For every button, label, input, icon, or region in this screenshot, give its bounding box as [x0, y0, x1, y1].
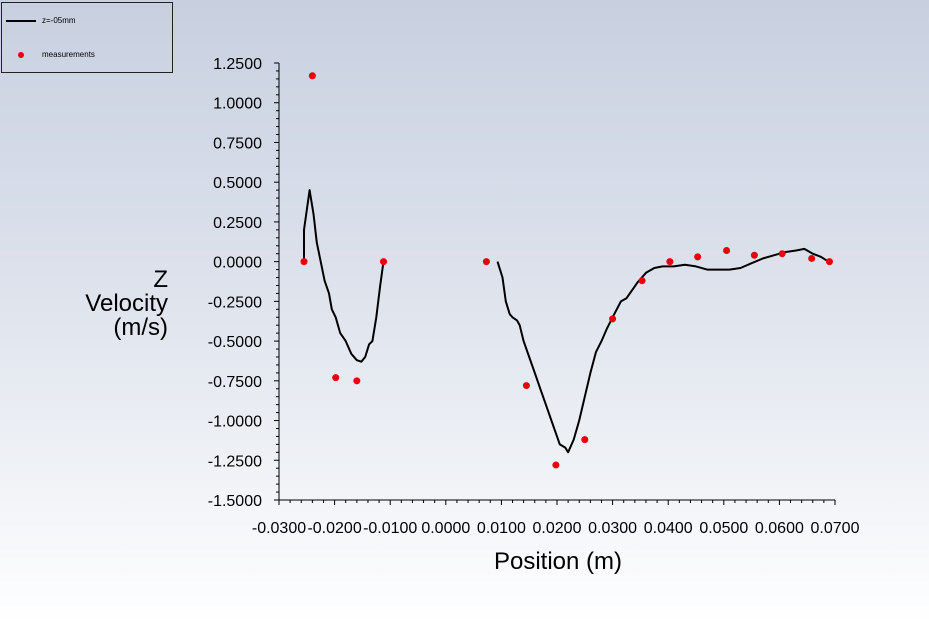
x-tick-label: 0.0600	[755, 520, 804, 537]
x-axis-ticks: -0.0300 -0.0200 -0.0100 0.0000 0.0100 0.0200 0…	[252, 500, 860, 537]
y-axis-ticks: 1.2500 1.0000 0.7500 0.5000 0.2500 0.0000 -0.2…	[208, 56, 279, 510]
y-tick-label: 0.7500	[213, 135, 262, 152]
y-tick-label: 1.2500	[213, 56, 262, 73]
measurement-point	[825, 258, 833, 266]
y-tick-label: -1.2500	[208, 453, 262, 470]
measurement-point	[808, 254, 816, 262]
x-tick-label: 0.0700	[811, 520, 860, 537]
measurement-point	[552, 461, 560, 469]
measurement-point	[308, 72, 316, 80]
measurement-point	[666, 258, 674, 266]
series-line-segment	[496, 247, 829, 454]
measurement-point	[609, 315, 617, 323]
y-tick-label: 0.5000	[213, 175, 262, 192]
y-axis-label-line-1: Z	[153, 266, 168, 293]
x-tick-label: -0.0300	[252, 520, 306, 537]
x-axis-label: Position (m)	[493, 548, 623, 575]
measurement-point	[723, 247, 731, 255]
series-line-segment	[303, 189, 385, 363]
x-tick-label: -0.0100	[363, 520, 417, 537]
y-tick-label: -0.2500	[208, 294, 262, 311]
measurement-point	[332, 374, 340, 382]
series-lines	[303, 189, 829, 454]
legend-line-swatch	[6, 19, 36, 22]
x-tick-label: 0.0000	[421, 520, 470, 537]
measurement-point	[750, 251, 758, 259]
y-tick-label: -1.0000	[208, 414, 262, 431]
measurement-point	[581, 436, 589, 444]
y-axis-label-line-2: Velocity	[85, 290, 168, 317]
measurement-point	[694, 253, 702, 261]
y-tick-label: 1.0000	[213, 96, 262, 113]
y-tick-label: -1.5000	[208, 493, 262, 510]
y-tick-label: 0.0000	[213, 255, 262, 272]
y-tick-label: -0.7500	[208, 374, 262, 391]
x-tick-label: 0.0400	[644, 520, 693, 537]
x-tick-label: 0.0200	[533, 520, 582, 537]
measurement-point	[638, 277, 646, 285]
legend-marker-swatch	[18, 51, 24, 58]
measurement-point	[353, 377, 361, 385]
legend-item-line: z=-05mm	[6, 16, 76, 25]
measurement-point	[380, 258, 388, 266]
y-axis-label: Z Velocity (m/s)	[60, 268, 168, 340]
x-tick-label: 0.0300	[588, 520, 637, 537]
legend-label-measurements: measurements	[42, 50, 95, 59]
y-tick-label: 0.2500	[213, 215, 262, 232]
y-axis-label-line-3: (m/s)	[113, 314, 168, 341]
legend: z=-05mm measurements	[1, 2, 173, 73]
measurement-point	[522, 382, 530, 390]
x-tick-label: 0.0500	[699, 520, 748, 537]
series-points	[300, 72, 833, 469]
y-tick-label: -0.5000	[208, 334, 262, 351]
legend-label-line: z=-05mm	[42, 16, 76, 25]
x-tick-label: 0.0100	[477, 520, 526, 537]
legend-item-measurements: measurements	[6, 50, 95, 59]
measurement-point	[482, 258, 490, 266]
measurement-point	[300, 258, 308, 266]
x-tick-label: -0.0200	[307, 520, 361, 537]
measurement-point	[778, 250, 786, 258]
